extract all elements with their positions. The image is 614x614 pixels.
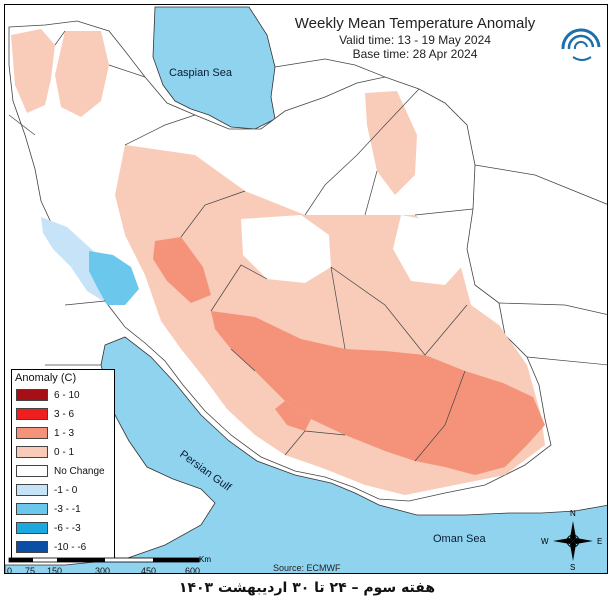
country-borders <box>8 58 607 366</box>
legend-swatch <box>16 484 48 496</box>
legend-label: -10 - -6 <box>54 541 87 553</box>
legend-label: -3 - -1 <box>54 503 81 515</box>
legend: Anomaly (C) 6 - 10 3 - 6 1 - 3 0 - 1 No … <box>11 369 115 561</box>
compass-w: W <box>541 537 549 546</box>
scale-tick: 300 <box>95 566 111 574</box>
anomaly-map <box>5 6 607 573</box>
legend-item: -6 - -3 <box>16 521 81 535</box>
warm-mid-southwest <box>275 401 311 431</box>
legend-label: -1 - 0 <box>54 484 78 496</box>
compass-rose: N S W E <box>541 509 603 572</box>
scale-bar: Km 0 75 150 300 450 600 <box>7 555 211 574</box>
caspian-sea <box>152 6 276 130</box>
scale-tick: 600 <box>185 566 201 574</box>
source-label: Source: ECMWF <box>273 563 341 573</box>
persian-gulf-sea <box>5 336 607 573</box>
legend-swatch <box>16 503 48 515</box>
valid-time: Valid time: 13 - 19 May 2024 <box>339 33 491 47</box>
oman-sea-label: Oman Sea <box>433 533 486 545</box>
title-block: Weekly Mean Temperature Anomaly Valid ti… <box>275 15 555 61</box>
legend-item: 1 - 3 <box>16 426 74 440</box>
scale-tick: 75 <box>25 566 36 574</box>
scale-tick: 0 <box>7 566 13 574</box>
warm-area-northwest <box>11 29 55 113</box>
legend-item: 6 - 10 <box>16 388 80 402</box>
legend-swatch <box>16 427 48 439</box>
legend-label: 1 - 3 <box>54 427 75 439</box>
persian-caption: هفته سوم – ۲۴ تا ۳۰ اردیبهشت ۱۴۰۳ <box>178 580 436 596</box>
map-title: Weekly Mean Temperature Anomaly <box>294 15 536 32</box>
scale-unit: Km <box>199 555 211 564</box>
neutral-area-center <box>241 215 331 283</box>
legend-item: 3 - 6 <box>16 407 74 421</box>
legend-swatch <box>16 465 48 477</box>
map-frame: Caspian Sea Persian Gulf Oman Sea Weekly… <box>4 4 608 574</box>
legend-swatch <box>16 541 48 553</box>
warm-area-northeast <box>365 91 417 195</box>
legend-item: -1 - 0 <box>16 483 77 497</box>
organization-logo <box>553 19 607 79</box>
legend-item: 0 - 1 <box>16 445 74 459</box>
warm-mid-west <box>153 237 211 303</box>
legend-label: No Change <box>54 465 105 477</box>
scale-tick: 150 <box>47 566 63 574</box>
legend-item: No Change <box>16 464 105 478</box>
legend-swatch <box>16 522 48 534</box>
scale-tick: 450 <box>141 566 157 574</box>
compass-e: E <box>597 537 603 546</box>
legend-label: -6 - -3 <box>54 522 81 534</box>
base-time: Base time: 28 Apr 2024 <box>352 47 478 61</box>
caspian-sea-label: Caspian Sea <box>169 67 232 79</box>
neutral-area-east <box>393 215 465 285</box>
legend-item: -3 - -1 <box>16 502 81 516</box>
legend-item: -10 - -6 <box>16 540 86 554</box>
compass-icon <box>553 521 593 561</box>
legend-swatch <box>16 446 48 458</box>
warm-area-north <box>55 31 109 117</box>
cool-mid-west <box>89 251 139 305</box>
legend-swatch <box>16 408 48 420</box>
legend-label: 6 - 10 <box>54 389 80 401</box>
legend-label: 3 - 6 <box>54 408 75 420</box>
compass-n: N <box>570 509 576 518</box>
compass-s: S <box>570 563 576 572</box>
legend-title: Anomaly (C) <box>15 372 77 384</box>
scale-bar-graphic <box>8 557 200 563</box>
legend-swatch <box>16 389 48 401</box>
logo-swirl-icon <box>561 28 601 61</box>
province-borders <box>54 30 474 462</box>
warm-mid-south <box>211 311 545 475</box>
legend-label: 0 - 1 <box>54 446 75 458</box>
